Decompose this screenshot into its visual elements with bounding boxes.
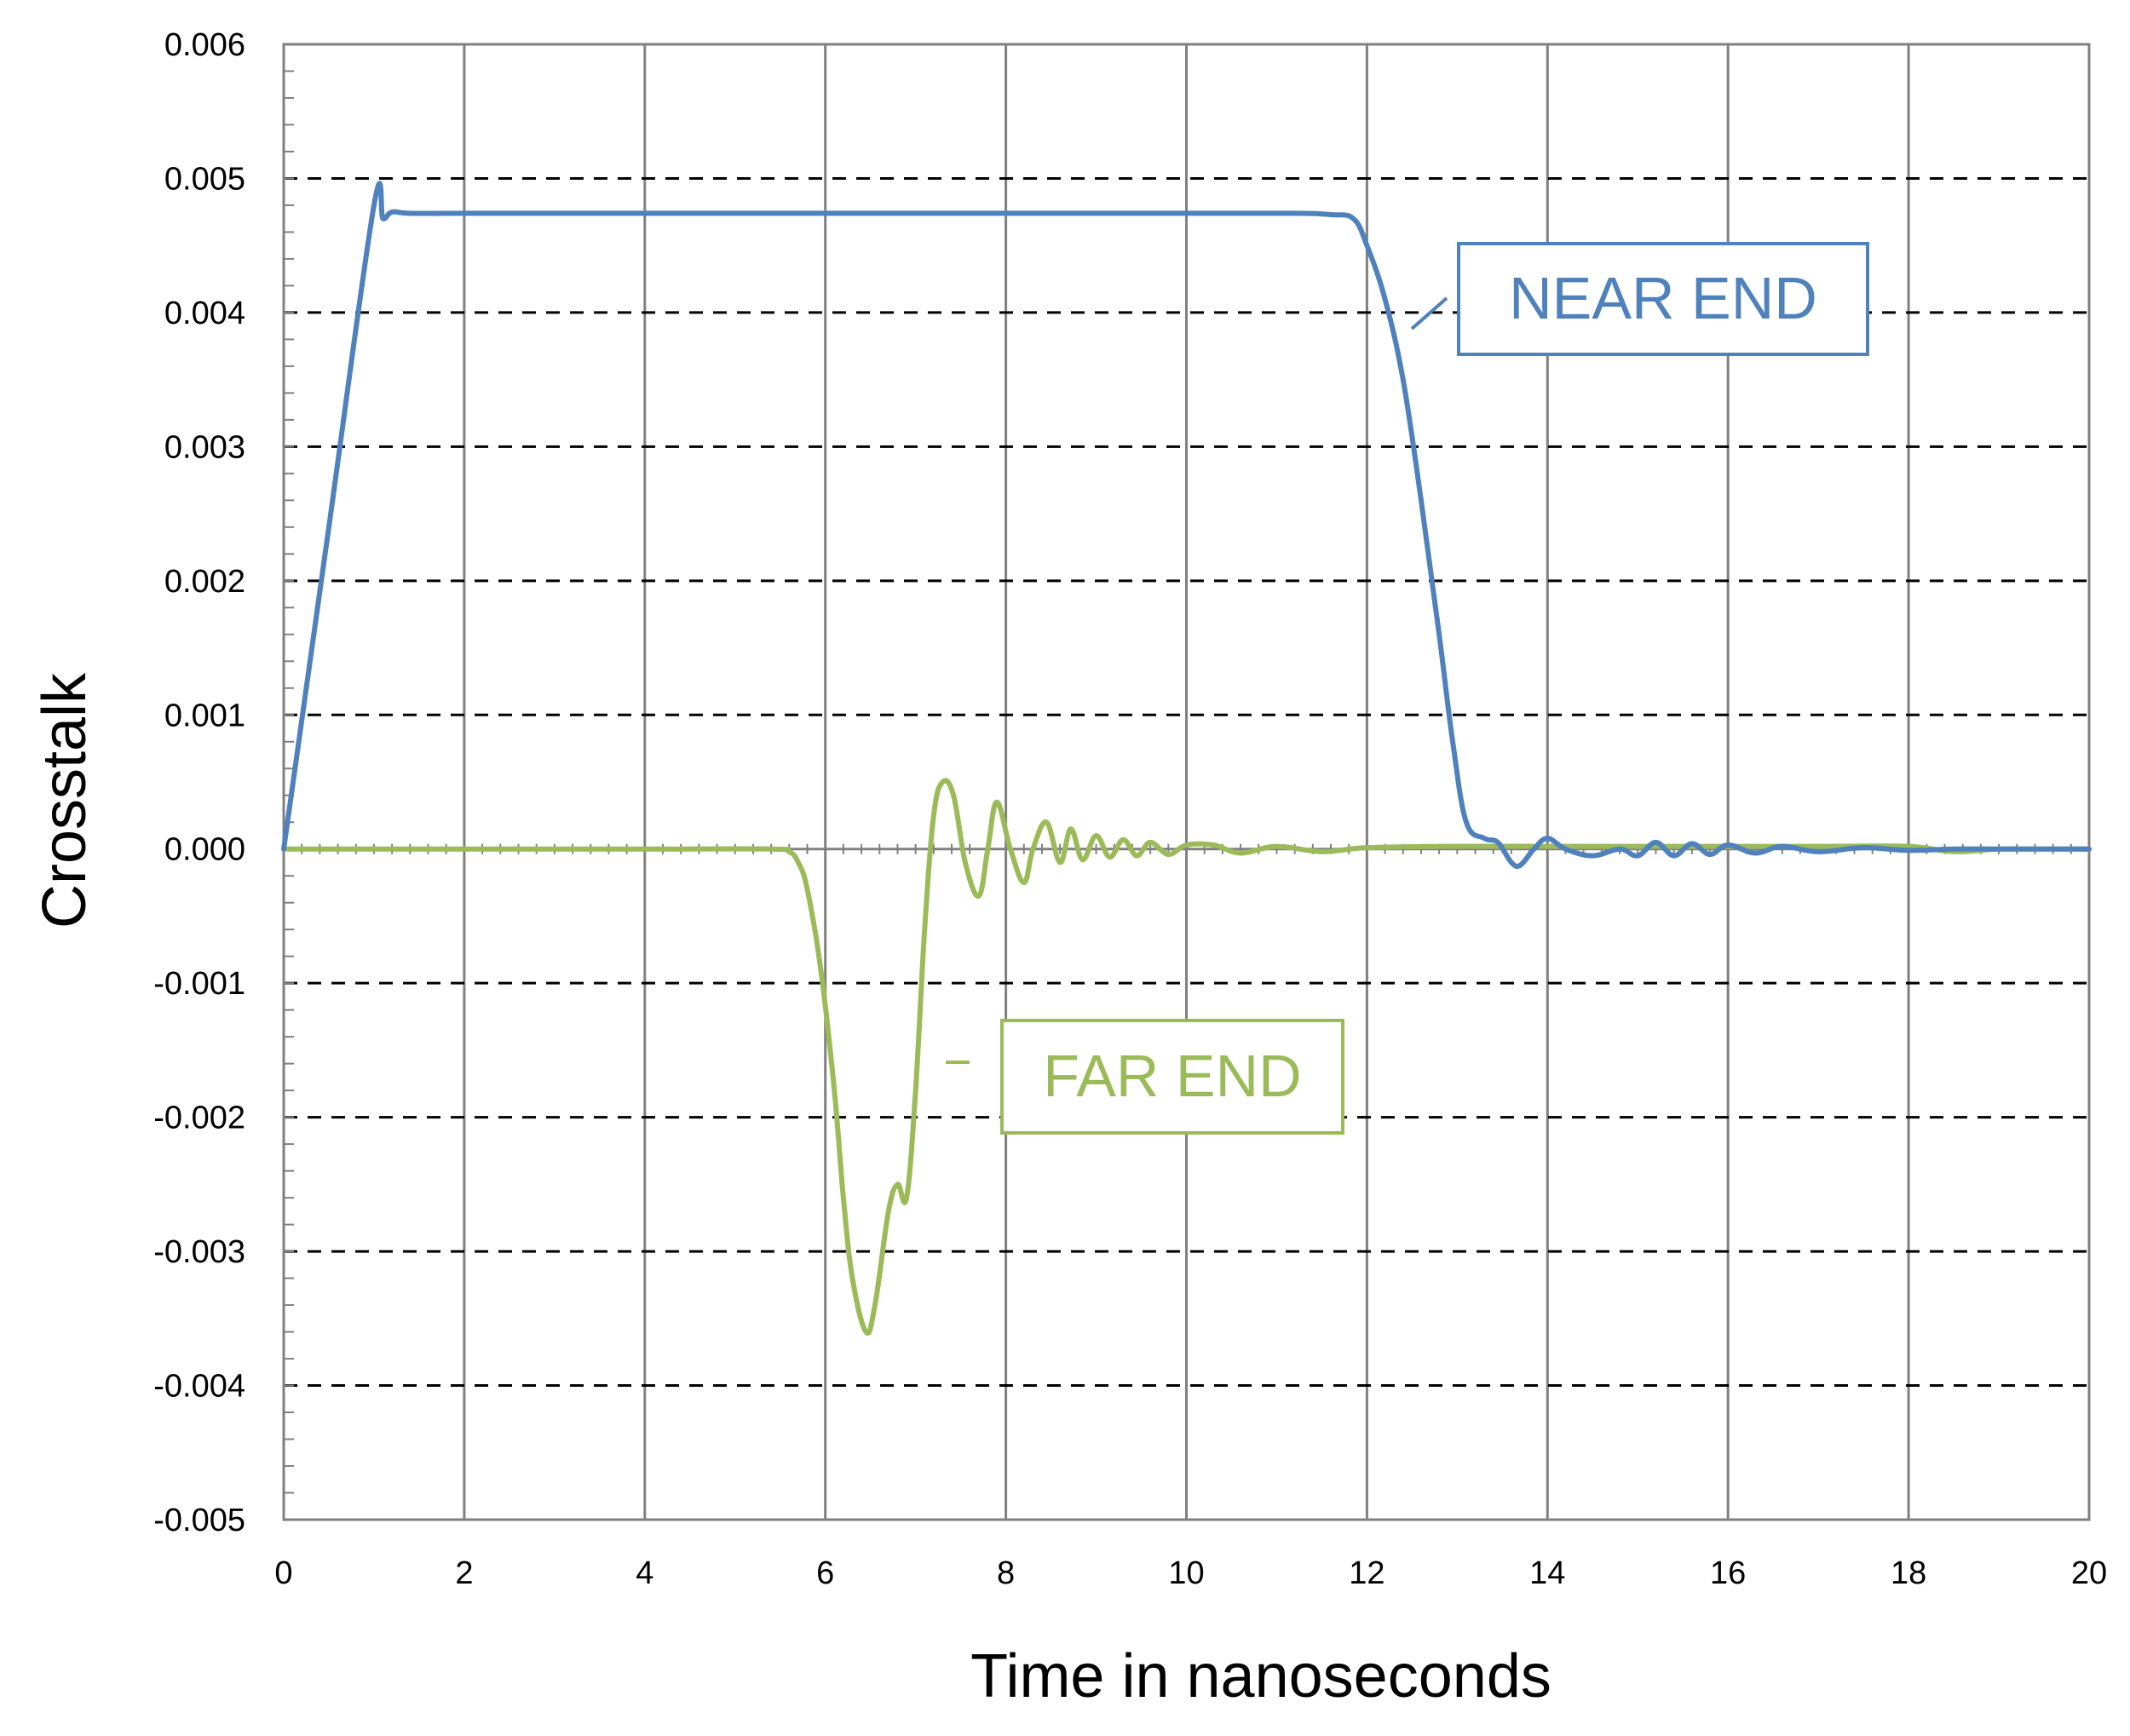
callout-box-far-end	[1000, 1019, 1344, 1135]
y-tick-label: -0.004	[153, 1369, 245, 1405]
series-line-near-end	[281, 181, 2092, 870]
plot-area-frame	[282, 43, 2091, 1521]
x-tick-label: 10	[1168, 1555, 1204, 1591]
y-tick-label: 0.005	[164, 161, 245, 197]
callout-label-near-end: NEAR END	[1509, 265, 1817, 331]
x-tick-label: 20	[2071, 1555, 2107, 1591]
y-tick-label: 0.003	[164, 429, 245, 465]
series-lines	[281, 181, 2092, 1336]
x-tick-label: 6	[816, 1555, 834, 1591]
x-axis-title: Time in nanoseconds	[970, 1642, 1551, 1710]
x-tick-label: 14	[1529, 1555, 1565, 1591]
y-tick-label: -0.003	[153, 1234, 245, 1270]
callout-leader-near-end	[1410, 296, 1448, 331]
y-axis-tick-labels: -0.005 -0.004 -0.003 -0.002 -0.001 0.000 0.001…	[153, 27, 245, 1538]
y-tick-label: 0.002	[164, 564, 245, 600]
y-tick-label: 0.000	[164, 832, 245, 868]
annotations: NEAR END FAR END	[946, 242, 1869, 1135]
y-axis-title: Crosstalk	[31, 672, 99, 928]
x-tick-label: 8	[997, 1555, 1015, 1591]
y-tick-label: 0.001	[164, 698, 245, 733]
y-tick-label: -0.002	[153, 1101, 245, 1136]
x-tick-label: 12	[1349, 1555, 1384, 1591]
x-tick-label: 16	[1710, 1555, 1746, 1591]
y-tick-label: -0.001	[153, 966, 245, 1002]
x-tick-label: 4	[636, 1555, 653, 1591]
y-tick-label: -0.005	[153, 1503, 245, 1538]
y-tick-label: 0.004	[164, 296, 245, 331]
callout-label-far-end: FAR END	[1043, 1043, 1301, 1109]
x-axis-tick-labels: 0 2 4 6 8 10 12 14 16 18 20	[274, 1555, 2107, 1591]
x-tick-label: 0	[274, 1555, 292, 1591]
y-tick-label: 0.006	[164, 27, 245, 63]
x-tick-label: 2	[455, 1555, 473, 1591]
series-line-far-end	[281, 778, 2092, 1336]
callout-box-near-end	[1457, 242, 1869, 356]
x-tick-label: 18	[1891, 1555, 1926, 1591]
